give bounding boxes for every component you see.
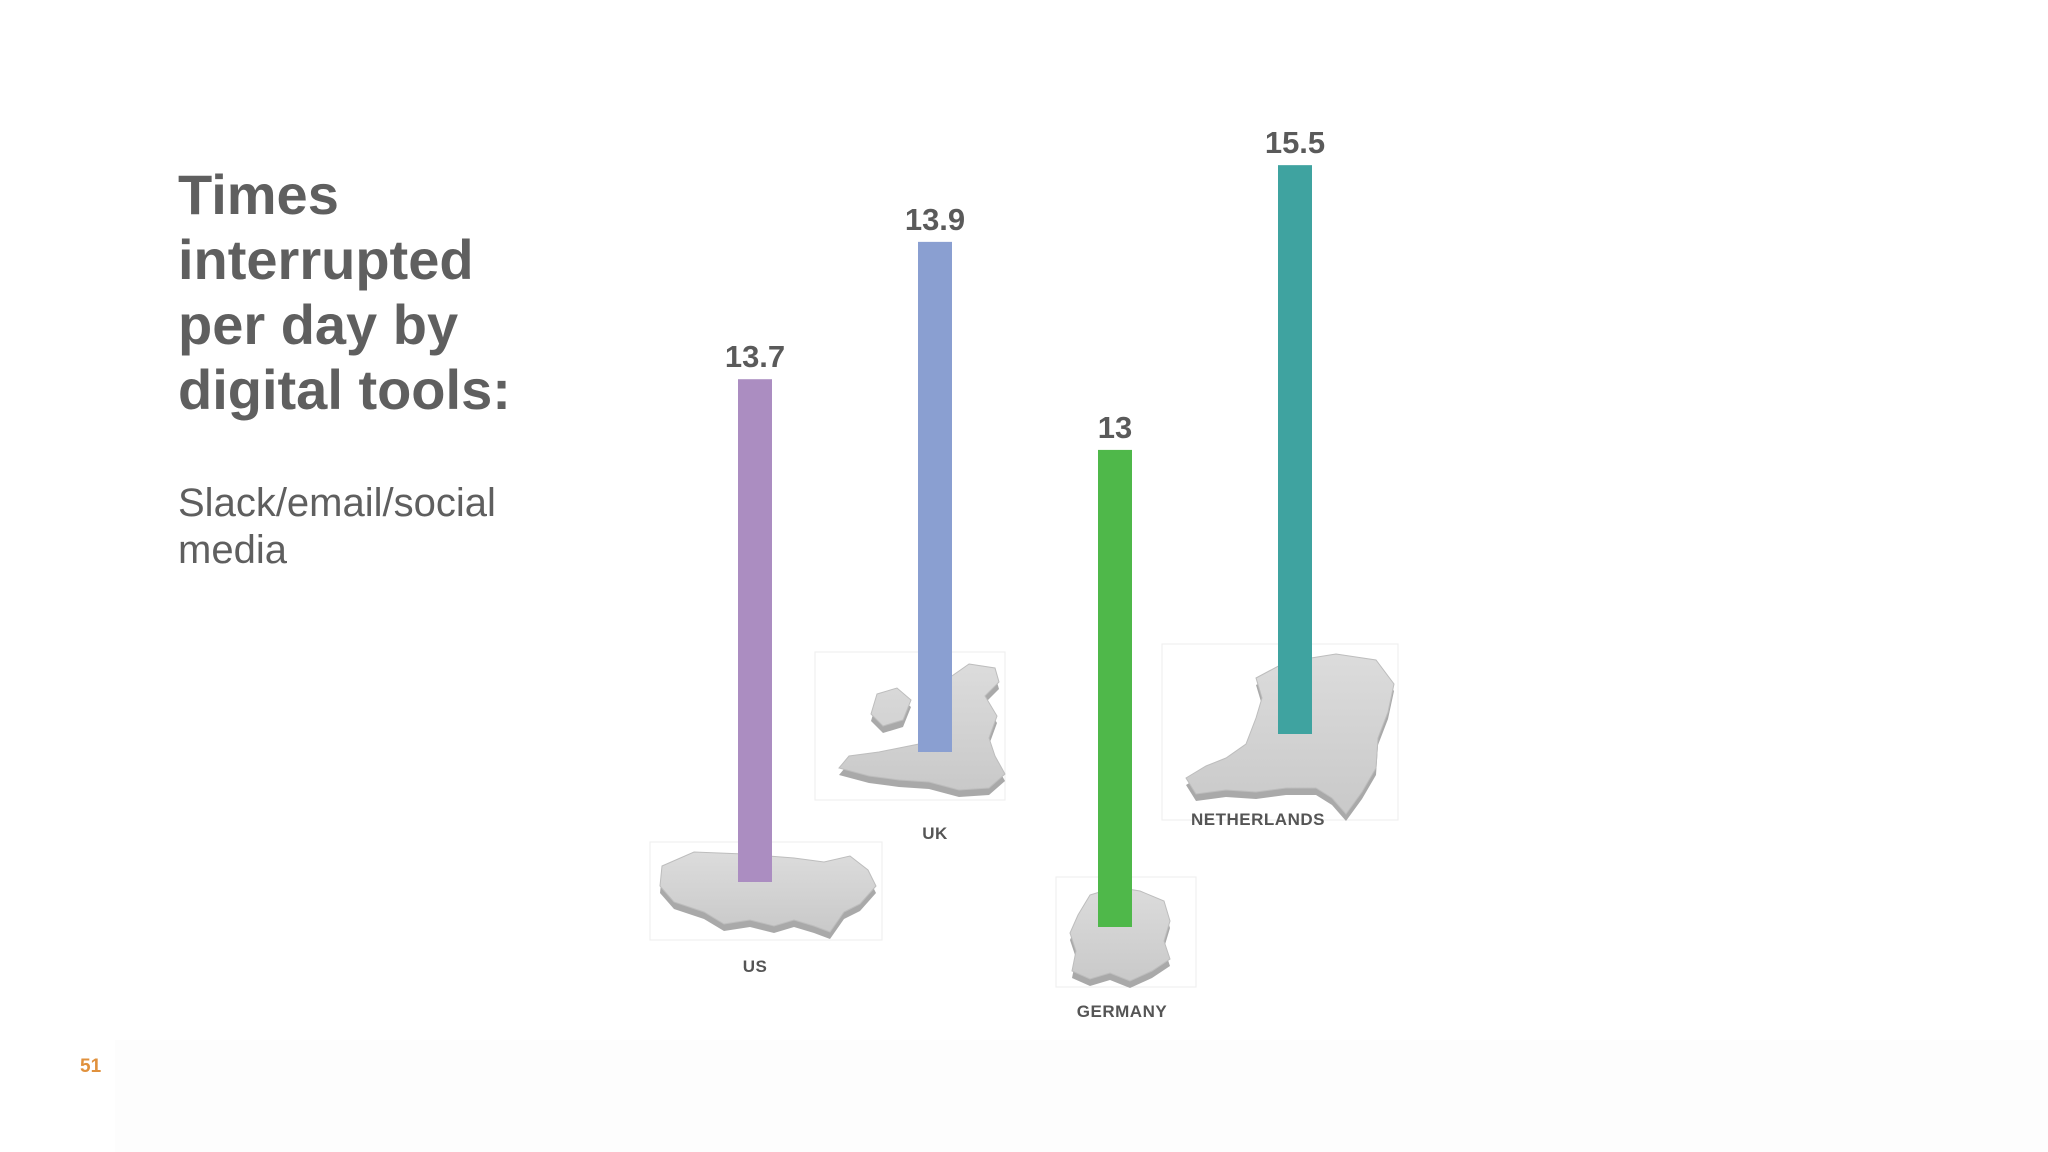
uk-map-icon	[838, 663, 1006, 797]
bar-uk	[918, 241, 952, 752]
us-map-icon	[659, 851, 877, 939]
value-label-uk: 13.9	[905, 202, 965, 237]
germany-map-icon	[1069, 886, 1171, 988]
category-label-uk: UK	[922, 824, 948, 843]
category-label-us: US	[743, 957, 768, 976]
category-label-germany: GERMANY	[1077, 1002, 1168, 1021]
bar-germany	[1098, 449, 1132, 927]
footer-band	[115, 1040, 2048, 1152]
bar-us	[738, 379, 772, 882]
labels-layer: 13.7 US 13.9 UK 13 GERMANY 15.5 NETHERLANDS	[725, 125, 1325, 1021]
value-label-us: 13.7	[725, 339, 785, 374]
slide-subtitle: Slack/email/social media	[178, 481, 496, 572]
category-label-netherlands: NETHERLANDS	[1191, 810, 1325, 829]
value-label-netherlands: 15.5	[1265, 125, 1325, 160]
bar-netherlands	[1278, 165, 1312, 734]
slide-title: Times interrupted per day by digital too…	[178, 163, 511, 421]
value-label-germany: 13	[1098, 410, 1132, 445]
bars-layer	[738, 165, 1312, 927]
page-number: 51	[80, 1056, 102, 1077]
